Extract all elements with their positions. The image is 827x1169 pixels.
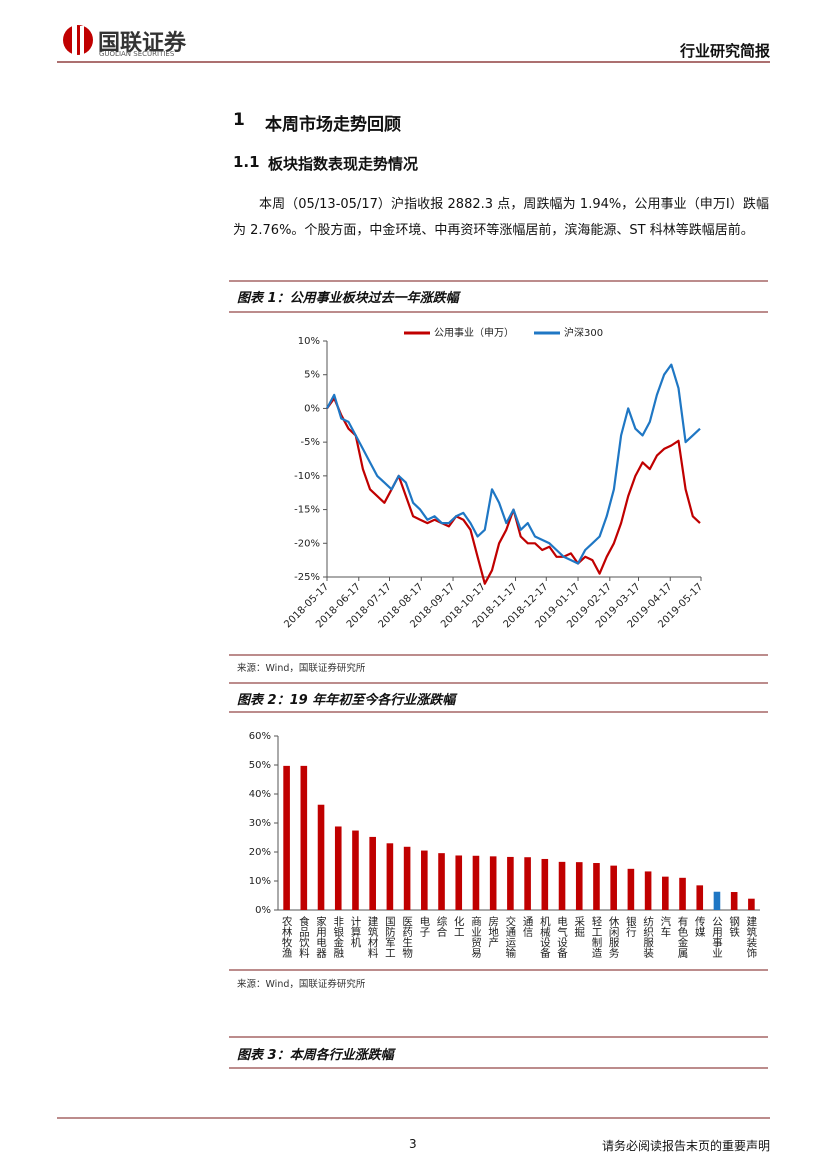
x-tick-label: 综合: [436, 915, 448, 938]
bar: [438, 853, 445, 910]
subsection-title: 板块指数表现走势情况: [268, 155, 419, 173]
y-tick-label: 60%: [249, 731, 271, 742]
y-tick-label: -5%: [301, 437, 320, 448]
y-tick-label: 5%: [304, 370, 320, 381]
x-tick-label: 非银金融: [332, 916, 344, 959]
x-tick-label: 家用电器: [315, 915, 327, 959]
bar: [421, 850, 428, 910]
x-tick-label: 建筑装饰: [745, 915, 757, 959]
y-tick-label: 0%: [255, 905, 271, 916]
bar: [662, 876, 669, 910]
legend-label: 公用事业（申万）: [434, 326, 514, 339]
bar: [317, 804, 325, 910]
footer-notice: 请务必阅读报告末页的重要声明: [601, 1139, 770, 1153]
y-tick-label: -20%: [294, 538, 320, 549]
bar: [489, 856, 497, 910]
legend-label: 沪深300: [564, 326, 603, 339]
y-tick-label: 30%: [249, 818, 271, 829]
y-tick-label: -15%: [294, 505, 320, 516]
bar: [713, 891, 721, 910]
bar: [386, 843, 394, 910]
bar: [593, 863, 600, 910]
bar: [283, 765, 290, 910]
y-tick-label: 10%: [249, 876, 271, 887]
y-tick-label: 10%: [298, 336, 320, 347]
x-tick-label: 商业贸易: [470, 915, 482, 959]
bar: [472, 855, 480, 910]
x-tick-label: 化工: [453, 915, 465, 937]
x-tick-label: 电子: [418, 915, 430, 937]
bar: [524, 857, 531, 910]
x-tick-label: 建筑材料: [367, 915, 379, 959]
bar: [627, 868, 635, 910]
bar: [558, 861, 566, 910]
x-tick-label: 机械设备: [539, 915, 551, 959]
x-tick-label: 食品饮料: [298, 915, 310, 959]
y-tick-label: -10%: [294, 471, 320, 482]
y-tick-label: -25%: [294, 572, 320, 583]
x-tick-label: 纺织服装: [642, 915, 654, 959]
y-tick-label: 0%: [304, 403, 320, 414]
x-tick-label: 采掘: [573, 916, 585, 938]
x-tick-label: 传媒: [694, 916, 706, 938]
x-tick-label: 通信: [522, 916, 534, 938]
x-tick-label: 休闲服务: [608, 916, 620, 959]
bar: [696, 885, 704, 910]
series-line: [326, 397, 701, 585]
subsection-number: 1.1: [233, 153, 260, 171]
section-title: 本周市场走势回顾: [265, 115, 401, 135]
bar: [334, 826, 342, 910]
x-tick-label: 轻工制造: [590, 915, 602, 958]
figure-source: 来源：Wind，国联证券研究所: [237, 663, 366, 674]
y-tick-label: 20%: [249, 847, 271, 858]
y-tick-label: 40%: [249, 789, 271, 800]
x-tick-label: 房地产: [487, 915, 499, 948]
bar: [679, 877, 686, 910]
bar: [352, 830, 359, 910]
bar: [610, 865, 617, 910]
x-tick-label: 计算机: [349, 915, 361, 948]
x-tick-label: 有色金属: [677, 915, 689, 959]
logo-icon: [63, 22, 93, 58]
section-number: 1: [233, 110, 245, 130]
x-tick-label: 汽车: [659, 915, 671, 938]
series-line: [326, 363, 701, 565]
x-tick-label: 公用事业: [711, 916, 723, 958]
bar: [403, 846, 411, 910]
figure-caption: 图表 1：公用事业板块过去一年涨跌幅: [237, 291, 459, 306]
x-tick-label: 电气设备: [556, 915, 568, 959]
bar: [507, 856, 514, 910]
logo-subtext: GUOLIAN SECURITIES: [99, 50, 175, 58]
figure-source: 来源：Wind，国联证券研究所: [237, 979, 366, 990]
figure-caption: 图表 2：19 年年初至今各行业涨跌幅: [237, 693, 456, 708]
y-tick-label: 50%: [249, 760, 271, 771]
page-number: 3: [409, 1137, 417, 1151]
paragraph: 本周（05/13-05/17）沪指收报 2882.3 点，周跌幅为 1.94%，…: [233, 197, 769, 238]
bar: [644, 871, 652, 910]
x-tick-label: 交通运输: [504, 915, 516, 959]
logo-text: 国联证券: [98, 31, 187, 56]
x-tick-label: 钢铁: [728, 915, 740, 938]
report-type: 行业研究简报: [679, 42, 770, 60]
bar: [369, 836, 376, 910]
bar: [455, 855, 463, 910]
x-tick-label: 农林牧渔: [281, 915, 293, 959]
bar: [748, 898, 755, 910]
x-tick-label: 银行: [625, 915, 637, 938]
bar: [300, 765, 308, 910]
bar: [541, 858, 549, 910]
x-tick-label: 国防军工: [384, 916, 396, 958]
bar: [575, 862, 583, 910]
bar: [730, 892, 738, 910]
x-tick-label: 医药生物: [401, 916, 413, 959]
figure-caption: 图表 3：本周各行业涨跌幅: [237, 1048, 394, 1063]
